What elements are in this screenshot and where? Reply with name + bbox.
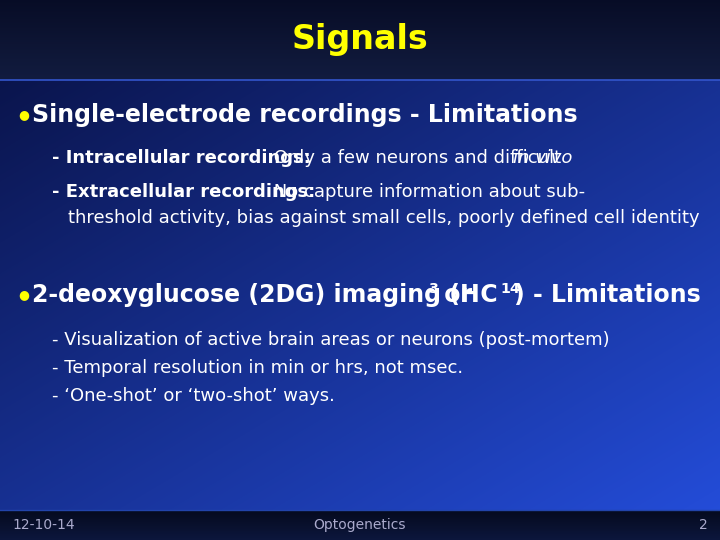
Text: 12-10-14: 12-10-14 <box>12 518 75 532</box>
Text: 2: 2 <box>699 518 708 532</box>
Text: threshold activity, bias against small cells, poorly defined cell identity: threshold activity, bias against small c… <box>68 209 700 227</box>
Text: - ‘One-shot’ or ‘two-shot’ ways.: - ‘One-shot’ or ‘two-shot’ ways. <box>52 387 335 405</box>
Text: No capture information about sub-: No capture information about sub- <box>268 183 585 201</box>
Text: 14: 14 <box>500 282 520 296</box>
Text: Only a few neurons and difficult: Only a few neurons and difficult <box>268 149 567 167</box>
Text: 2-deoxyglucose (2DG) imaging (H: 2-deoxyglucose (2DG) imaging (H <box>32 283 480 307</box>
Text: or C: or C <box>436 283 498 307</box>
Text: 3: 3 <box>429 282 439 296</box>
Text: Signals: Signals <box>292 24 428 57</box>
Text: ●: ● <box>18 109 29 122</box>
Text: in vivo: in vivo <box>513 149 572 167</box>
Text: - Visualization of active brain areas or neurons (post-mortem): - Visualization of active brain areas or… <box>52 331 610 349</box>
Text: Single-electrode recordings - Limitations: Single-electrode recordings - Limitation… <box>32 103 577 127</box>
Text: ●: ● <box>18 288 29 301</box>
Text: - Intracellular recordings:: - Intracellular recordings: <box>52 149 311 167</box>
Text: ) - Limitations: ) - Limitations <box>514 283 701 307</box>
Text: Optogenetics: Optogenetics <box>314 518 406 532</box>
Text: - Extracellular recordings:: - Extracellular recordings: <box>52 183 315 201</box>
Text: - Temporal resolution in min or hrs, not msec.: - Temporal resolution in min or hrs, not… <box>52 359 463 377</box>
